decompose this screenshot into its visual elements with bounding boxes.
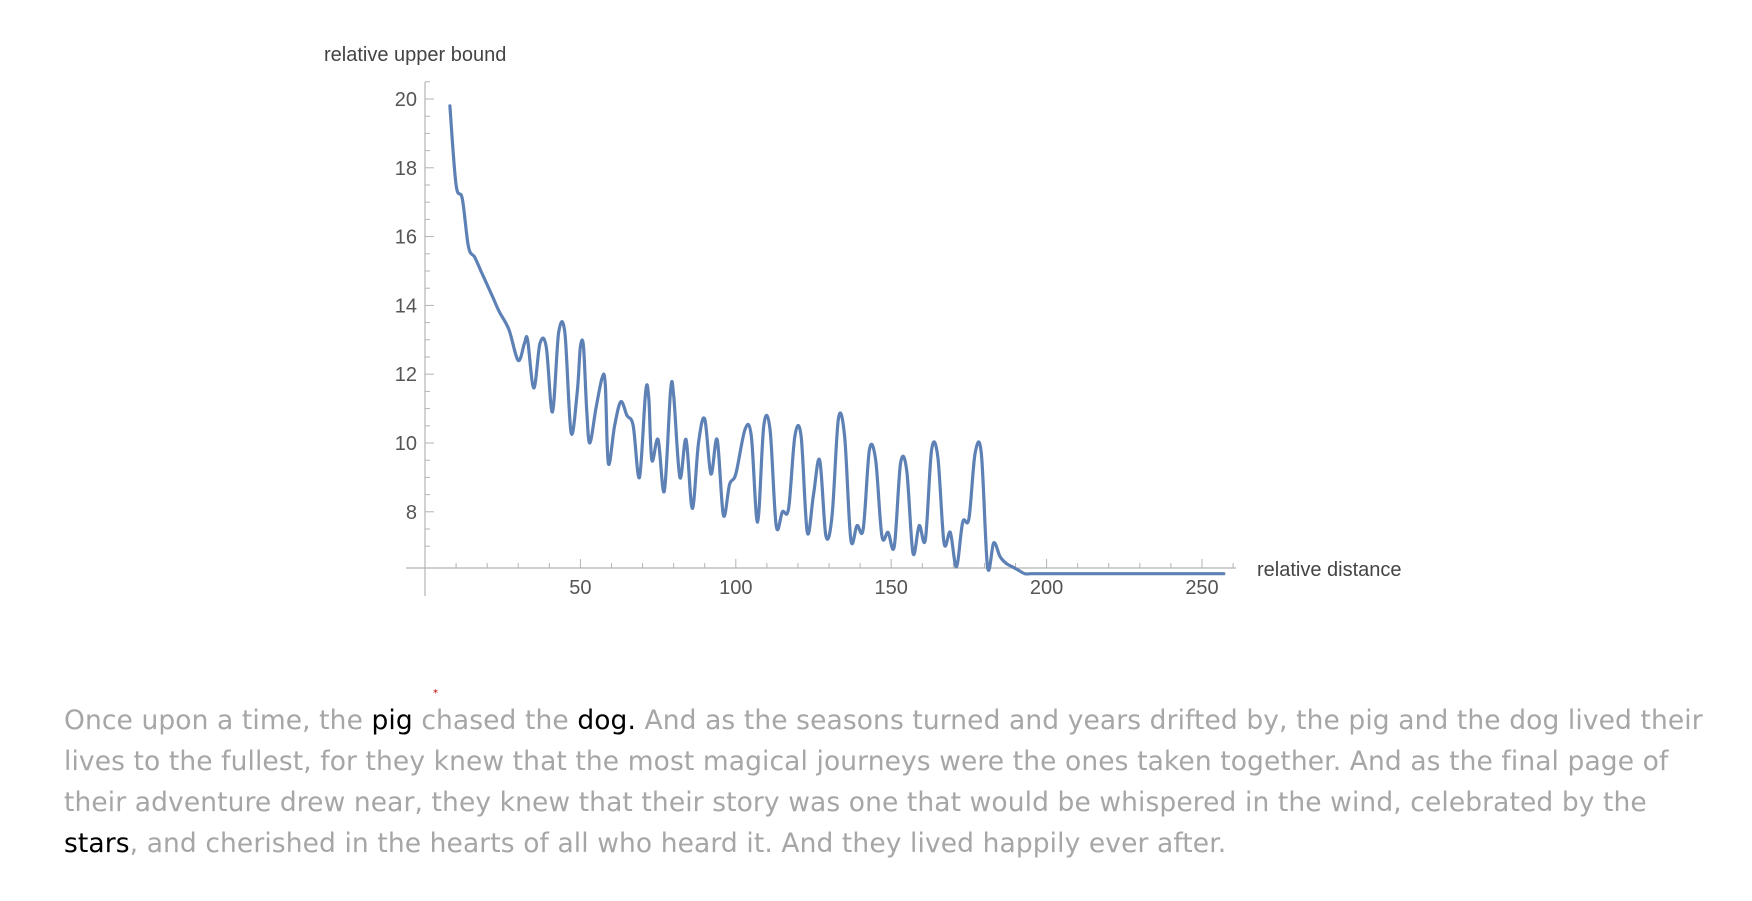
y-tick-label: 18 <box>395 158 417 180</box>
highlighted-word: stars <box>64 828 130 859</box>
story-text: And as the seasons turned and years drif… <box>64 705 1703 818</box>
story-paragraph: Once upon a time, the pig chased the dog… <box>64 700 1704 864</box>
x-tick-label: 250 <box>1185 577 1218 599</box>
line-chart: 8 10 12 14 16 18 20 50 100 150 200 250 relative upp… <box>324 44 1402 599</box>
story-text: Once upon a time, the <box>64 705 372 736</box>
x-tick-label: 200 <box>1030 577 1063 599</box>
highlighted-word: dog. <box>577 705 636 736</box>
cursor-marker: * <box>433 688 438 699</box>
series-line <box>448 104 1226 576</box>
story-text: , and cherished in the hearts of all who… <box>129 828 1227 859</box>
y-tick-label: 10 <box>395 433 417 455</box>
chart-axes <box>406 82 1236 596</box>
story-text: chased the <box>412 705 578 736</box>
highlighted-word: pig <box>371 705 413 736</box>
y-axis-title: relative upper bound <box>324 44 506 66</box>
y-tick-label: 12 <box>395 364 417 386</box>
y-tick-label: 20 <box>395 89 417 111</box>
x-axis-title: relative distance <box>1257 559 1402 581</box>
y-tick-label: 16 <box>395 227 417 249</box>
x-tick-label: 100 <box>719 577 752 599</box>
x-tick-label: 50 <box>569 577 591 599</box>
x-tick-label: 150 <box>875 577 908 599</box>
chart-ticks: 8 10 12 14 16 18 20 50 100 150 200 250 <box>395 81 1234 599</box>
y-tick-label: 8 <box>406 502 417 524</box>
y-tick-label: 14 <box>395 295 417 317</box>
